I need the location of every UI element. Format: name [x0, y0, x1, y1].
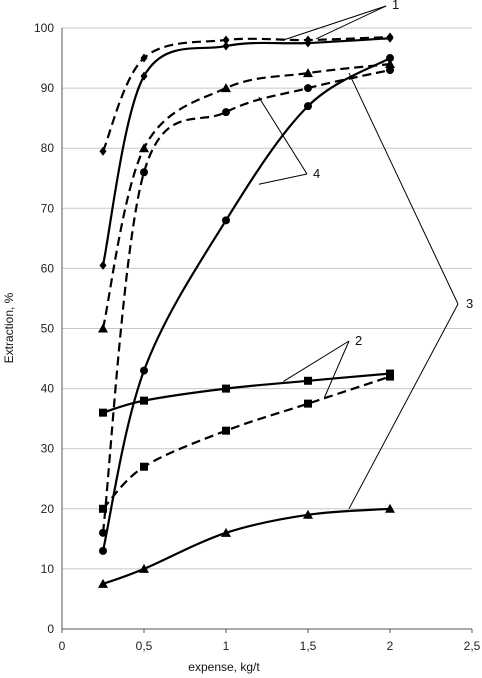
- diamond-marker: [99, 260, 107, 270]
- circle-marker: [140, 168, 148, 177]
- square-marker: [304, 376, 312, 385]
- series-line-3-dashed: [101, 62, 391, 329]
- circle-marker: [386, 66, 394, 75]
- circle-marker: [99, 528, 107, 537]
- y-tick-label: 20: [41, 502, 55, 516]
- callout-label-3: 3: [466, 296, 473, 311]
- x-tick-label: 2,5: [464, 639, 481, 653]
- y-tick-label: 40: [41, 382, 55, 396]
- callout-lines: 1 2 3 4: [258, 0, 473, 510]
- y-tick-label: 0: [47, 622, 54, 636]
- callout-label-4: 4: [313, 166, 320, 181]
- diamond-marker: [140, 71, 148, 81]
- y-tick-label: 50: [41, 322, 55, 336]
- triangle-marker: [303, 509, 313, 519]
- marker-group: [98, 32, 395, 588]
- callout-label-2: 2: [355, 333, 362, 348]
- circle-marker: [304, 84, 312, 93]
- triangle-marker: [98, 323, 108, 333]
- square-marker: [386, 372, 394, 381]
- y-tick-label: 10: [41, 562, 55, 576]
- series-line-4-dashed: [101, 68, 391, 533]
- circle-marker: [222, 216, 230, 225]
- diamond-marker: [140, 53, 148, 63]
- triangle-marker: [303, 68, 313, 78]
- square-marker: [304, 399, 312, 408]
- diamond-marker: [386, 32, 394, 42]
- triangle-marker: [139, 563, 149, 573]
- triangle-marker: [98, 578, 108, 588]
- x-tick-label: 0: [59, 639, 66, 653]
- series-line-2-solid: [102, 372, 391, 414]
- y-tick-label: 70: [41, 201, 55, 215]
- circle-marker: [222, 108, 230, 117]
- y-tick-label: 30: [41, 442, 55, 456]
- circle-marker: [99, 546, 107, 555]
- callout-leader-4: [258, 173, 308, 185]
- tick-labels: 0 10 20 30 40 50 60 70 80 90 100 0 0,5 1 1,5 2 2,5: [34, 21, 481, 653]
- square-marker: [140, 396, 148, 405]
- x-tick-label: 1: [223, 639, 230, 653]
- y-axis-title: Extraction, %: [2, 292, 16, 363]
- triangle-marker: [139, 143, 149, 153]
- y-tick-label: 100: [34, 21, 54, 35]
- y-tick-label: 90: [41, 81, 55, 95]
- diamond-marker: [304, 35, 312, 45]
- grid-lines: [62, 27, 472, 570]
- square-marker: [99, 504, 107, 513]
- x-tick-label: 1,5: [300, 639, 317, 653]
- triangle-marker: [221, 527, 231, 537]
- circle-marker: [140, 366, 148, 375]
- axes: [61, 28, 473, 633]
- y-tick-label: 60: [41, 261, 55, 275]
- series-group: [101, 35, 391, 585]
- series-line-1-solid: [101, 37, 391, 266]
- series-line-4-solid: [101, 57, 391, 552]
- diamond-marker: [222, 35, 230, 45]
- callout-leader-2: [283, 340, 350, 382]
- callout-leader-1: [315, 5, 387, 40]
- series-line-2-dashed: [102, 375, 391, 510]
- square-marker: [222, 384, 230, 393]
- diamond-marker: [222, 41, 230, 51]
- callout-leader-1: [283, 5, 387, 41]
- x-axis-title: expense, kg/t: [188, 660, 260, 674]
- x-tick-label: 0,5: [136, 639, 153, 653]
- diamond-marker: [99, 146, 107, 156]
- x-tick-label: 2: [387, 639, 394, 653]
- triangle-marker: [385, 503, 395, 513]
- callout-leader-3: [348, 303, 459, 510]
- square-marker: [99, 408, 107, 417]
- callout-label-1: 1: [392, 0, 399, 12]
- square-marker: [140, 462, 148, 471]
- circle-marker: [386, 54, 394, 63]
- y-tick-label: 80: [41, 141, 55, 155]
- callout-leader-2: [323, 340, 350, 398]
- callout-leader-3: [348, 72, 459, 305]
- triangle-marker: [385, 59, 395, 69]
- triangle-marker: [221, 83, 231, 93]
- series-line-1-dashed: [101, 35, 391, 152]
- square-marker: [222, 426, 230, 435]
- circle-marker: [304, 102, 312, 111]
